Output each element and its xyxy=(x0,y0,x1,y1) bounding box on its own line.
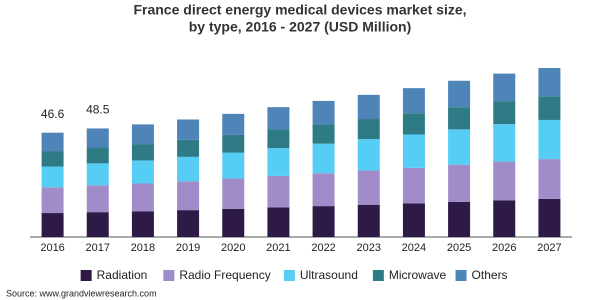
legend-swatch xyxy=(163,270,175,281)
bar-segment xyxy=(267,175,290,208)
bar-segment xyxy=(448,80,471,108)
x-tick-label: 2019 xyxy=(176,242,200,254)
bar-segment xyxy=(131,124,154,145)
bar-segment xyxy=(402,88,425,114)
x-tick-label: 2025 xyxy=(447,242,471,254)
bar-segment xyxy=(357,139,380,171)
bar-segment xyxy=(267,207,290,237)
bar-segment xyxy=(402,113,425,135)
bar-segment xyxy=(538,68,561,97)
legend-label: Radio Frequency xyxy=(179,268,270,282)
legend-label: Microwave xyxy=(389,268,447,282)
bar-segment xyxy=(493,73,516,102)
x-tick-label: 2020 xyxy=(221,242,245,254)
bar-segment xyxy=(267,107,290,130)
total-label: 48.5 xyxy=(86,103,110,117)
bar-segment xyxy=(493,161,516,201)
bar-segment xyxy=(222,134,245,153)
bar-segment xyxy=(402,203,425,237)
bar-segment xyxy=(493,124,516,162)
bar-segment xyxy=(402,134,425,168)
bar-segment xyxy=(41,151,64,167)
bar-segment xyxy=(357,119,380,140)
bar-segment xyxy=(312,100,335,125)
legend-label: Others xyxy=(472,268,508,282)
x-tick-label: 2027 xyxy=(537,242,561,254)
x-tick-label: 2017 xyxy=(86,242,110,254)
legend-swatch xyxy=(455,270,467,281)
bar-segment xyxy=(177,119,200,140)
chart-title: by type, 2016 - 2027 (USD Million) xyxy=(189,19,412,35)
bar-segment xyxy=(86,147,109,164)
bar-segment xyxy=(312,173,335,207)
bar-segment xyxy=(177,156,200,182)
legend-swatch xyxy=(372,270,384,281)
legend-label: Ultrasound xyxy=(300,268,358,282)
bar-segment xyxy=(86,185,109,213)
bar-segment xyxy=(86,163,109,186)
bar-segment xyxy=(41,132,64,152)
x-tick-label: 2022 xyxy=(311,242,335,254)
bar-segment xyxy=(312,206,335,237)
bar-segment xyxy=(41,166,64,188)
legend-swatch xyxy=(283,270,295,281)
x-tick-label: 2026 xyxy=(492,242,516,254)
bar-segment xyxy=(222,208,245,237)
x-tick-label: 2021 xyxy=(266,242,290,254)
bar-segment xyxy=(41,213,64,237)
bar-segment xyxy=(538,198,561,237)
legend-label: Radiation xyxy=(97,268,148,282)
bar-segment xyxy=(448,201,471,237)
bar-segment xyxy=(357,204,380,237)
bar-segment xyxy=(448,129,471,165)
x-tick-label: 2024 xyxy=(402,242,426,254)
bar-segment xyxy=(41,187,64,214)
bar-segment xyxy=(312,143,335,174)
bar-segment xyxy=(357,94,380,120)
x-tick-label: 2023 xyxy=(357,242,381,254)
bar-segment xyxy=(177,181,200,211)
bar-segment xyxy=(177,210,200,237)
bar-segment xyxy=(448,164,471,202)
bar-segment xyxy=(222,113,245,135)
bar-segment xyxy=(131,160,154,184)
bar-segment xyxy=(357,170,380,205)
x-tick-label: 2016 xyxy=(40,242,64,254)
bar-segment xyxy=(267,148,290,176)
bar-segment xyxy=(131,144,154,161)
bar-segment xyxy=(493,101,516,125)
source: Source: www.grandviewresearch.com xyxy=(6,288,157,298)
bar-segment xyxy=(86,212,109,237)
bar-segment xyxy=(493,200,516,237)
bar-segment xyxy=(222,152,245,179)
bar-segment xyxy=(312,124,335,144)
bar-segment xyxy=(538,96,561,120)
x-tick-label: 2018 xyxy=(131,242,155,254)
bar-segment xyxy=(267,129,290,149)
bar-segment xyxy=(131,211,154,237)
bar-segment xyxy=(538,159,561,199)
bar-segment xyxy=(402,167,425,204)
bar-segment xyxy=(131,183,154,212)
bar-segment xyxy=(222,178,245,209)
bar-segment xyxy=(538,119,561,160)
bar-segment xyxy=(86,128,109,148)
bar-segment xyxy=(448,107,471,130)
total-label: 46.6 xyxy=(41,107,65,121)
bar-segment xyxy=(177,139,200,157)
legend-swatch xyxy=(80,270,92,281)
chart-title: France direct energy medical devices mar… xyxy=(133,2,466,18)
